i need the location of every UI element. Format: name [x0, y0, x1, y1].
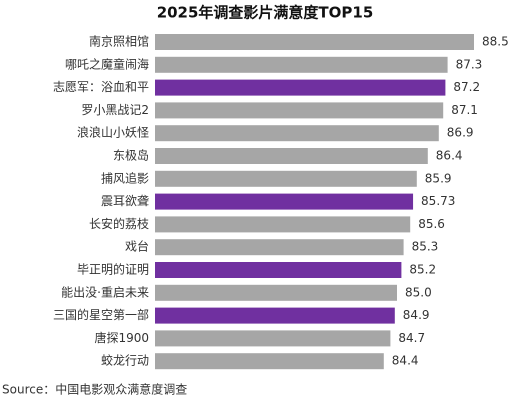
category-label: 东极岛: [113, 148, 149, 163]
bar: [155, 102, 444, 119]
value-label: 87.3: [456, 57, 483, 71]
source: Source：中国电影观众满意度调查: [2, 382, 187, 397]
value-label: 87.1: [451, 103, 478, 117]
category-label: 捕风追影: [101, 170, 149, 185]
bar: [155, 170, 417, 187]
value-label: 84.4: [392, 354, 419, 368]
bar: [155, 56, 448, 73]
category-label: 志愿军：浴血和平: [53, 80, 149, 94]
value-label: 86.4: [436, 149, 463, 163]
value-label: 86.9: [447, 126, 474, 140]
value-label: 87.2: [453, 80, 480, 94]
value-label: 85.6: [418, 217, 445, 231]
bar: [155, 239, 404, 256]
value-label: 84.9: [403, 308, 430, 322]
bar: [155, 262, 402, 278]
category-label: 浪浪山小妖怪: [77, 125, 149, 140]
category-label: 南京照相馆: [89, 34, 149, 49]
category-label: 戏台: [125, 239, 149, 254]
category-label: 哪吒之魔童闹海: [65, 56, 149, 71]
value-label: 85.73: [421, 194, 455, 208]
category-label: 长安的荔枝: [89, 216, 149, 231]
value-label: 84.7: [398, 331, 425, 345]
value-label: 85.2: [409, 263, 436, 277]
bar: [155, 148, 428, 164]
category-label: 唐探1900: [94, 330, 149, 345]
bar: [155, 193, 414, 210]
category-label: 罗小黑战记2: [81, 103, 149, 117]
value-label: 85.9: [425, 171, 452, 185]
value-label: 88.5: [482, 35, 509, 49]
bar: [155, 284, 397, 301]
bar: [155, 34, 474, 50]
bar: [155, 79, 446, 96]
category-label: 震耳欲聋: [101, 193, 149, 208]
category-label: 毕正明的证明: [77, 262, 149, 277]
bar: [155, 307, 395, 324]
value-label: 85.0: [405, 285, 432, 299]
value-label: 85.3: [412, 240, 439, 254]
bar: [155, 330, 391, 347]
category-label: 能出没·重启未来: [61, 284, 149, 299]
category-label: 三国的星空第一部: [53, 307, 149, 322]
chart-title: 2025年调查影片满意度TOP15: [157, 4, 374, 22]
bar: [155, 125, 439, 142]
bar: [155, 353, 384, 370]
bar: [155, 216, 411, 233]
category-label: 蛟龙行动: [101, 353, 149, 368]
